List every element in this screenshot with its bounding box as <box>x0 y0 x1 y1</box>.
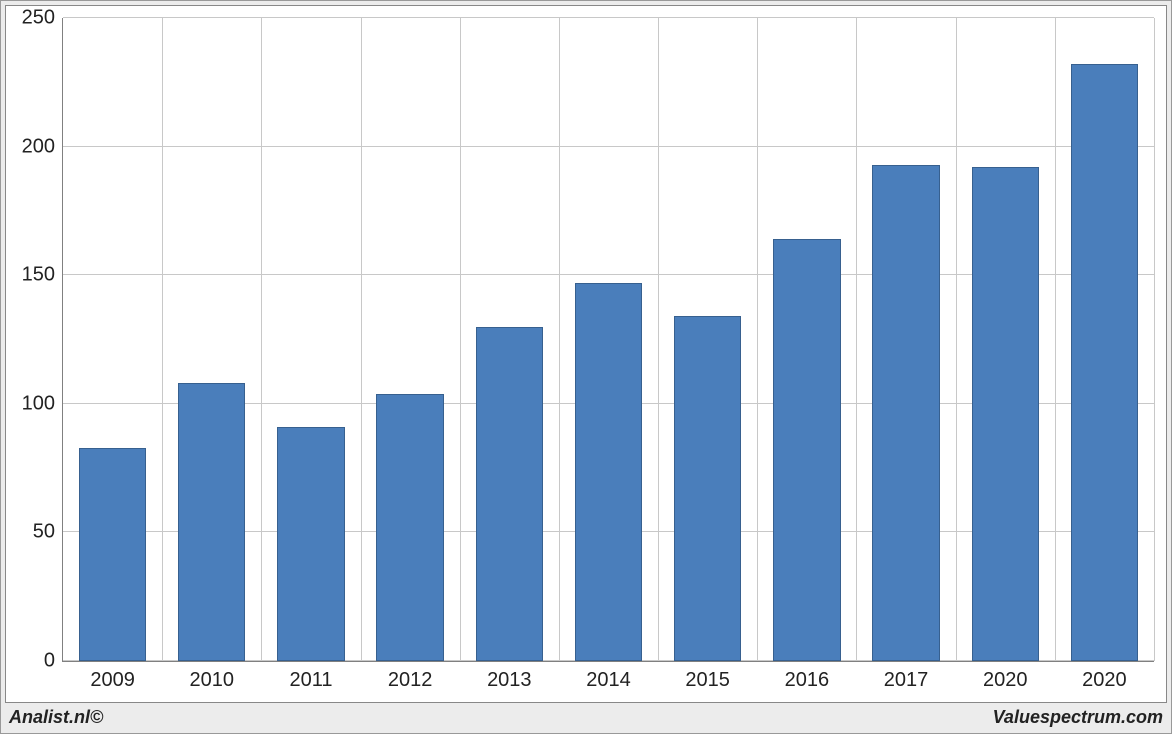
x-axis-label: 2010 <box>190 661 235 692</box>
gridline-vertical <box>361 18 362 661</box>
x-axis-label: 2011 <box>289 661 332 692</box>
gridline-vertical <box>460 18 461 661</box>
bar <box>178 383 245 661</box>
y-axis-label: 100 <box>22 392 63 415</box>
chart-outer-frame: 0 50 100 150 200 250 2009 2010 2011 2012 2013 2014 2… <box>0 0 1172 734</box>
footer-right-text: Valuespectrum.com <box>993 707 1163 728</box>
x-axis-label: 2020 <box>983 661 1028 692</box>
gridline-vertical <box>856 18 857 661</box>
x-axis-label: 2013 <box>487 661 532 692</box>
bar <box>1071 64 1138 661</box>
bar <box>674 316 741 661</box>
y-axis-label: 200 <box>22 135 63 158</box>
gridline-vertical <box>261 18 262 661</box>
bar <box>476 327 543 661</box>
gridline-vertical <box>1055 18 1056 661</box>
gridline-vertical <box>757 18 758 661</box>
bar <box>79 448 146 661</box>
bar <box>277 427 344 661</box>
x-axis-label: 2015 <box>685 661 730 692</box>
chart-footer: Analist.nl© Valuespectrum.com <box>9 705 1163 729</box>
gridline-vertical <box>559 18 560 661</box>
gridline-vertical <box>1154 18 1155 661</box>
plot-area: 0501001502002502009201020112012201320142… <box>62 18 1154 662</box>
y-axis-label: 50 <box>33 521 63 544</box>
x-axis-label: 2009 <box>90 661 135 692</box>
x-axis-label: 2017 <box>884 661 929 692</box>
x-axis-label: 2014 <box>586 661 631 692</box>
y-axis-label: 150 <box>22 264 63 287</box>
footer-left-text: Analist.nl© <box>9 707 103 728</box>
gridline-vertical <box>956 18 957 661</box>
chart-panel: 0 50 100 150 200 250 2009 2010 2011 2012 2013 2014 2… <box>5 5 1167 703</box>
gridline-horizontal <box>63 17 1154 18</box>
gridline-vertical <box>162 18 163 661</box>
x-axis-label: 2012 <box>388 661 433 692</box>
bar <box>773 239 840 661</box>
y-axis-label: 250 <box>22 7 63 30</box>
x-axis-label: 2020 <box>1082 661 1127 692</box>
bar <box>872 165 939 661</box>
gridline-vertical <box>658 18 659 661</box>
gridline-horizontal <box>63 146 1154 147</box>
y-axis-label: 0 <box>44 650 63 673</box>
bar <box>972 167 1039 661</box>
bar <box>575 283 642 661</box>
x-axis-label: 2016 <box>785 661 830 692</box>
bar <box>376 394 443 661</box>
